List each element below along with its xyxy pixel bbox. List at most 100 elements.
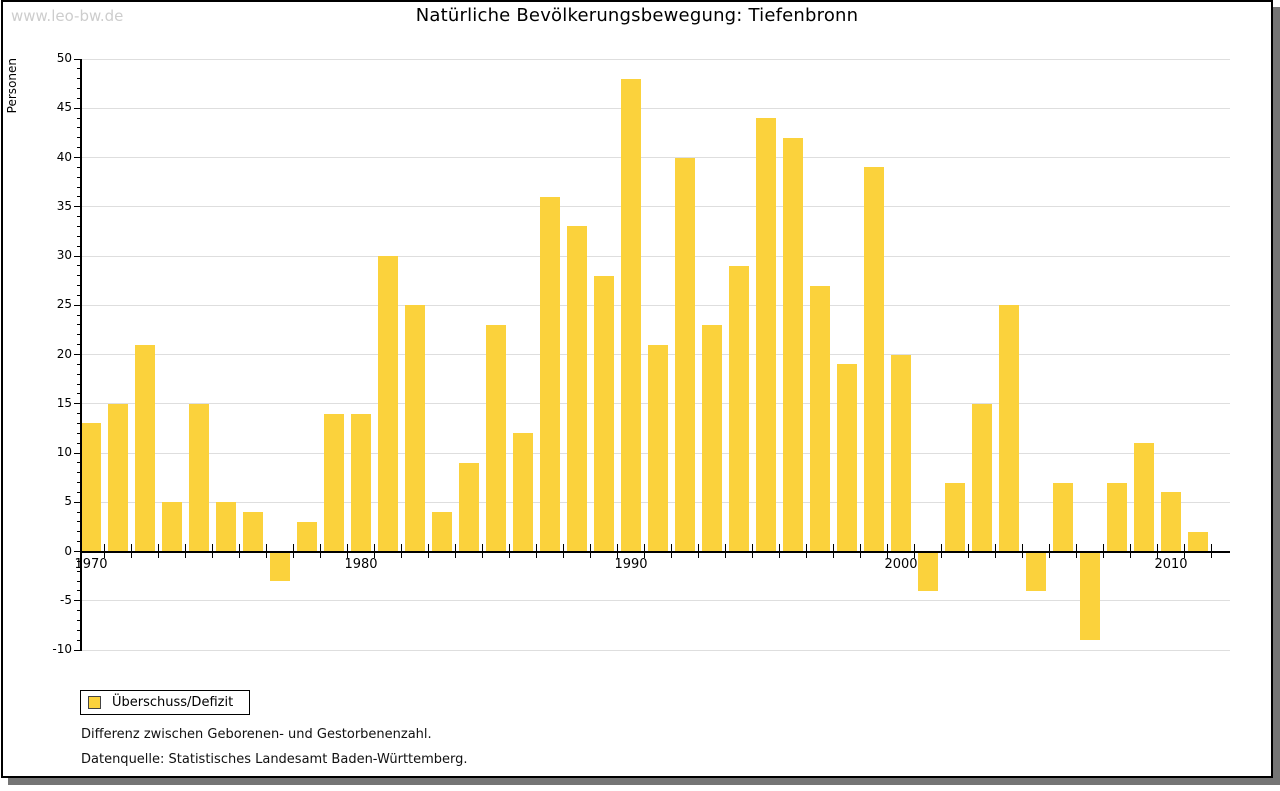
y-tick-label: 0 (64, 543, 72, 558)
gridline-y35 (82, 206, 1230, 208)
y-tick-label: 35 (56, 198, 72, 213)
chart-frame: www.leo-bw.de Natürliche Bevölkerungsbew… (1, 0, 1273, 778)
y-minor-tick (77, 619, 82, 621)
legend-label: Überschuss/Defizit (112, 695, 234, 710)
bar-2011 (1188, 531, 1208, 552)
bar-1999 (864, 167, 884, 552)
y-major-tick (74, 107, 82, 109)
bar-1990 (621, 78, 641, 552)
y-minor-tick (77, 324, 82, 326)
y-tick-label: 40 (56, 149, 72, 164)
y-minor-tick (77, 590, 82, 592)
y-minor-tick (77, 580, 82, 582)
bar-1995 (756, 118, 776, 552)
y-minor-tick (77, 294, 82, 296)
plot-area: -10 -5 0 5 10 15 20 25 30 35 40 45 50 1970 1980 1990 200… (52, 51, 1230, 656)
bar-1989 (594, 275, 614, 552)
y-tick-label: 5 (64, 494, 72, 509)
y-minor-tick (77, 462, 82, 464)
bar-1972 (135, 344, 155, 552)
y-tick-label: 45 (56, 100, 72, 115)
y-minor-tick (77, 88, 82, 90)
y-minor-tick (77, 472, 82, 474)
y-major-tick (74, 206, 82, 208)
bar-2008 (1107, 482, 1127, 552)
y-tick-label: 10 (56, 445, 72, 459)
bar-1987 (540, 196, 560, 552)
y-minor-tick (77, 265, 82, 267)
y-major-tick (74, 452, 82, 454)
bar-1977 (270, 551, 290, 582)
gridline-y-10 (82, 649, 1230, 651)
y-tick-label: 25 (56, 297, 72, 312)
y-minor-tick (77, 610, 82, 612)
y-minor-tick (77, 560, 82, 562)
bar-1996 (783, 137, 803, 552)
y-minor-tick (77, 432, 82, 434)
bar-1992 (675, 157, 695, 552)
y-minor-tick (77, 147, 82, 149)
bar-1991 (648, 344, 668, 552)
y-axis-line (80, 59, 82, 650)
y-minor-tick (77, 334, 82, 336)
y-minor-tick (77, 629, 82, 631)
y-minor-tick (77, 491, 82, 493)
legend-swatch (88, 696, 101, 709)
bar-1979 (324, 413, 344, 552)
y-minor-tick (77, 216, 82, 218)
y-minor-tick (77, 97, 82, 99)
bar-1997 (810, 285, 830, 552)
gridline-y50 (82, 58, 1230, 60)
y-major-tick (74, 649, 82, 651)
y-major-tick (74, 600, 82, 602)
x-tick-label: 1970 (74, 556, 108, 572)
y-minor-tick (77, 531, 82, 533)
y-minor-tick (77, 482, 82, 484)
bar-2007 (1080, 551, 1100, 641)
y-minor-tick (77, 344, 82, 346)
gridline-y45 (82, 107, 1230, 109)
y-minor-tick (77, 166, 82, 168)
bar-1984 (459, 462, 479, 552)
bar-1976 (243, 512, 263, 552)
y-minor-tick (77, 383, 82, 385)
gridline-y40 (82, 157, 1230, 158)
y-axis-title: Personen (5, 58, 19, 114)
y-minor-tick (77, 176, 82, 178)
caption-description: Differenz zwischen Geborenen- und Gestor… (81, 727, 432, 742)
gridline-y30 (82, 255, 1230, 257)
y-minor-tick (77, 521, 82, 523)
y-major-tick (74, 157, 82, 158)
bar-1971 (108, 403, 128, 552)
y-major-tick (74, 354, 82, 355)
y-minor-tick (77, 127, 82, 129)
y-major-tick (74, 304, 82, 306)
y-minor-tick (77, 245, 82, 247)
y-tick-label: 20 (56, 346, 72, 361)
bar-2010 (1161, 492, 1181, 552)
y-minor-tick (77, 196, 82, 198)
y-minor-tick (77, 570, 82, 572)
y-minor-tick (77, 373, 82, 375)
y-minor-tick (77, 442, 82, 444)
y-minor-tick (77, 225, 82, 227)
caption-source: Datenquelle: Statistisches Landesamt Bad… (81, 752, 468, 767)
y-major-tick (74, 255, 82, 257)
bar-1998 (837, 364, 857, 552)
y-minor-tick (77, 275, 82, 277)
y-minor-tick (77, 186, 82, 188)
bar-2004 (999, 305, 1019, 552)
bar-1974 (189, 403, 209, 552)
y-minor-tick (77, 137, 82, 139)
y-minor-tick (77, 639, 82, 641)
bar-1988 (567, 226, 587, 552)
bar-1970 (81, 423, 101, 552)
watermark: www.leo-bw.de (11, 7, 124, 25)
bar-2002 (945, 482, 965, 552)
x-axis-line (82, 550, 1230, 553)
bar-2005 (1026, 551, 1046, 591)
bar-1973 (162, 502, 182, 552)
bar-1980 (351, 413, 371, 552)
y-minor-tick (77, 78, 82, 80)
bar-2006 (1053, 482, 1073, 552)
